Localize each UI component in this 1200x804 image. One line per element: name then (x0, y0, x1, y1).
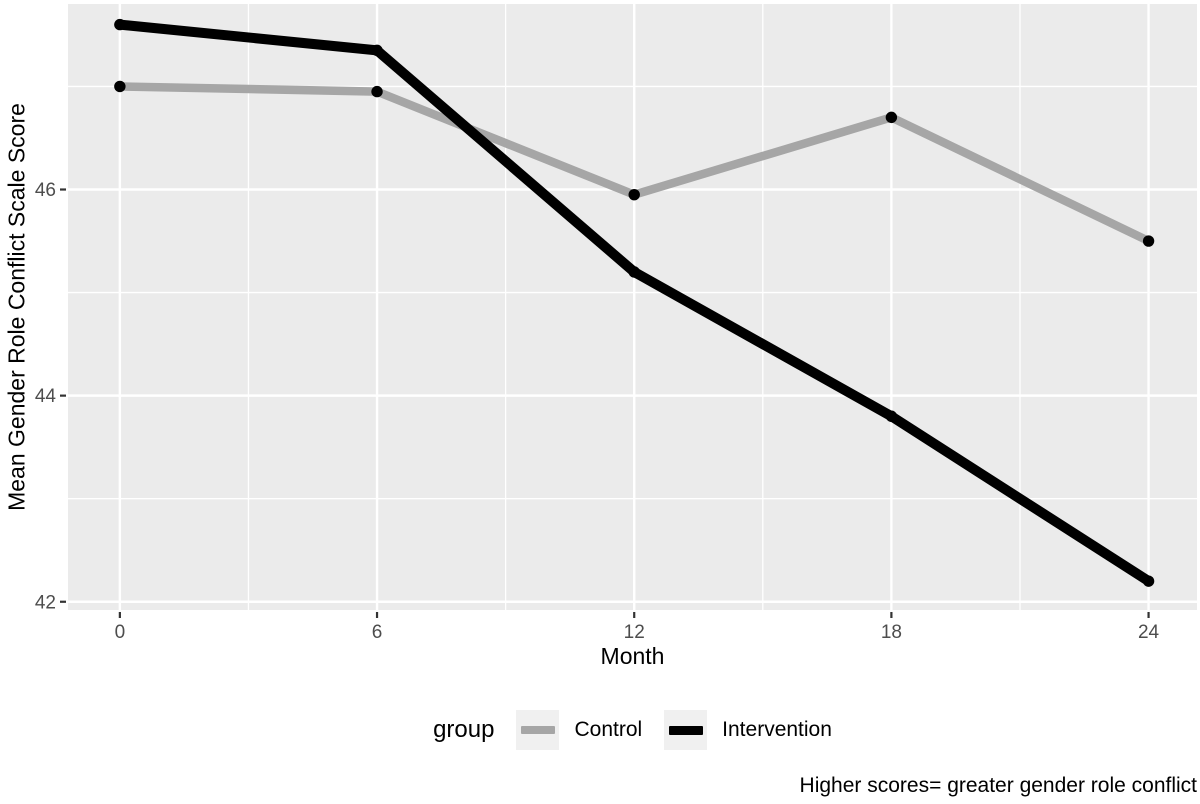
y-axis-title: Mean Gender Role Conflict Scale Score (3, 103, 30, 511)
control-line-swatch-icon (520, 726, 555, 734)
legend-key-box (516, 710, 560, 750)
axis-ticks (60, 188, 1150, 618)
legend-key-box (664, 710, 708, 750)
legend-item-intervention: Intervention (664, 710, 832, 750)
data-point-control-month-6 (371, 85, 383, 98)
legend: group Control Intervention (68, 710, 1197, 750)
line-chart-canvas: 0 6 12 18 24 42 44 46 (35, 4, 1197, 643)
data-points (114, 18, 1155, 587)
legend-item-control: Control (516, 710, 642, 750)
y-tick-label: 42 (35, 592, 56, 613)
figure-caption: Higher scores= greater gender role confl… (799, 774, 1197, 797)
data-point-intervention-month-6 (371, 44, 383, 57)
data-point-intervention-month-12 (628, 266, 640, 278)
data-point-control-month-12 (628, 188, 640, 201)
x-tick-label: 0 (115, 622, 126, 643)
x-tick-label: 12 (624, 622, 645, 643)
x-tick-label: 24 (1138, 622, 1160, 643)
y-tick-label: 44 (35, 386, 57, 407)
legend-label-intervention: Intervention (722, 718, 832, 741)
intervention-line-swatch-icon (668, 725, 703, 735)
gridlines (68, 4, 1197, 610)
axis-tick-labels: 0 6 12 18 24 42 44 46 (35, 180, 1160, 643)
data-point-control-month-18 (885, 111, 898, 124)
data-point-intervention-month-24 (1142, 575, 1155, 587)
legend-title: group (433, 716, 495, 743)
data-point-intervention-month-18 (885, 410, 898, 422)
legend-label-control: Control (574, 718, 643, 741)
y-tick-label: 46 (35, 180, 56, 201)
x-tick-label: 6 (372, 622, 383, 643)
data-point-intervention-month-0 (114, 18, 126, 31)
plot-panel (68, 4, 1197, 610)
x-tick-label: 18 (881, 622, 902, 643)
data-point-control-month-24 (1142, 235, 1155, 247)
data-point-control-month-0 (114, 80, 126, 93)
x-axis-title: Month (600, 643, 665, 669)
